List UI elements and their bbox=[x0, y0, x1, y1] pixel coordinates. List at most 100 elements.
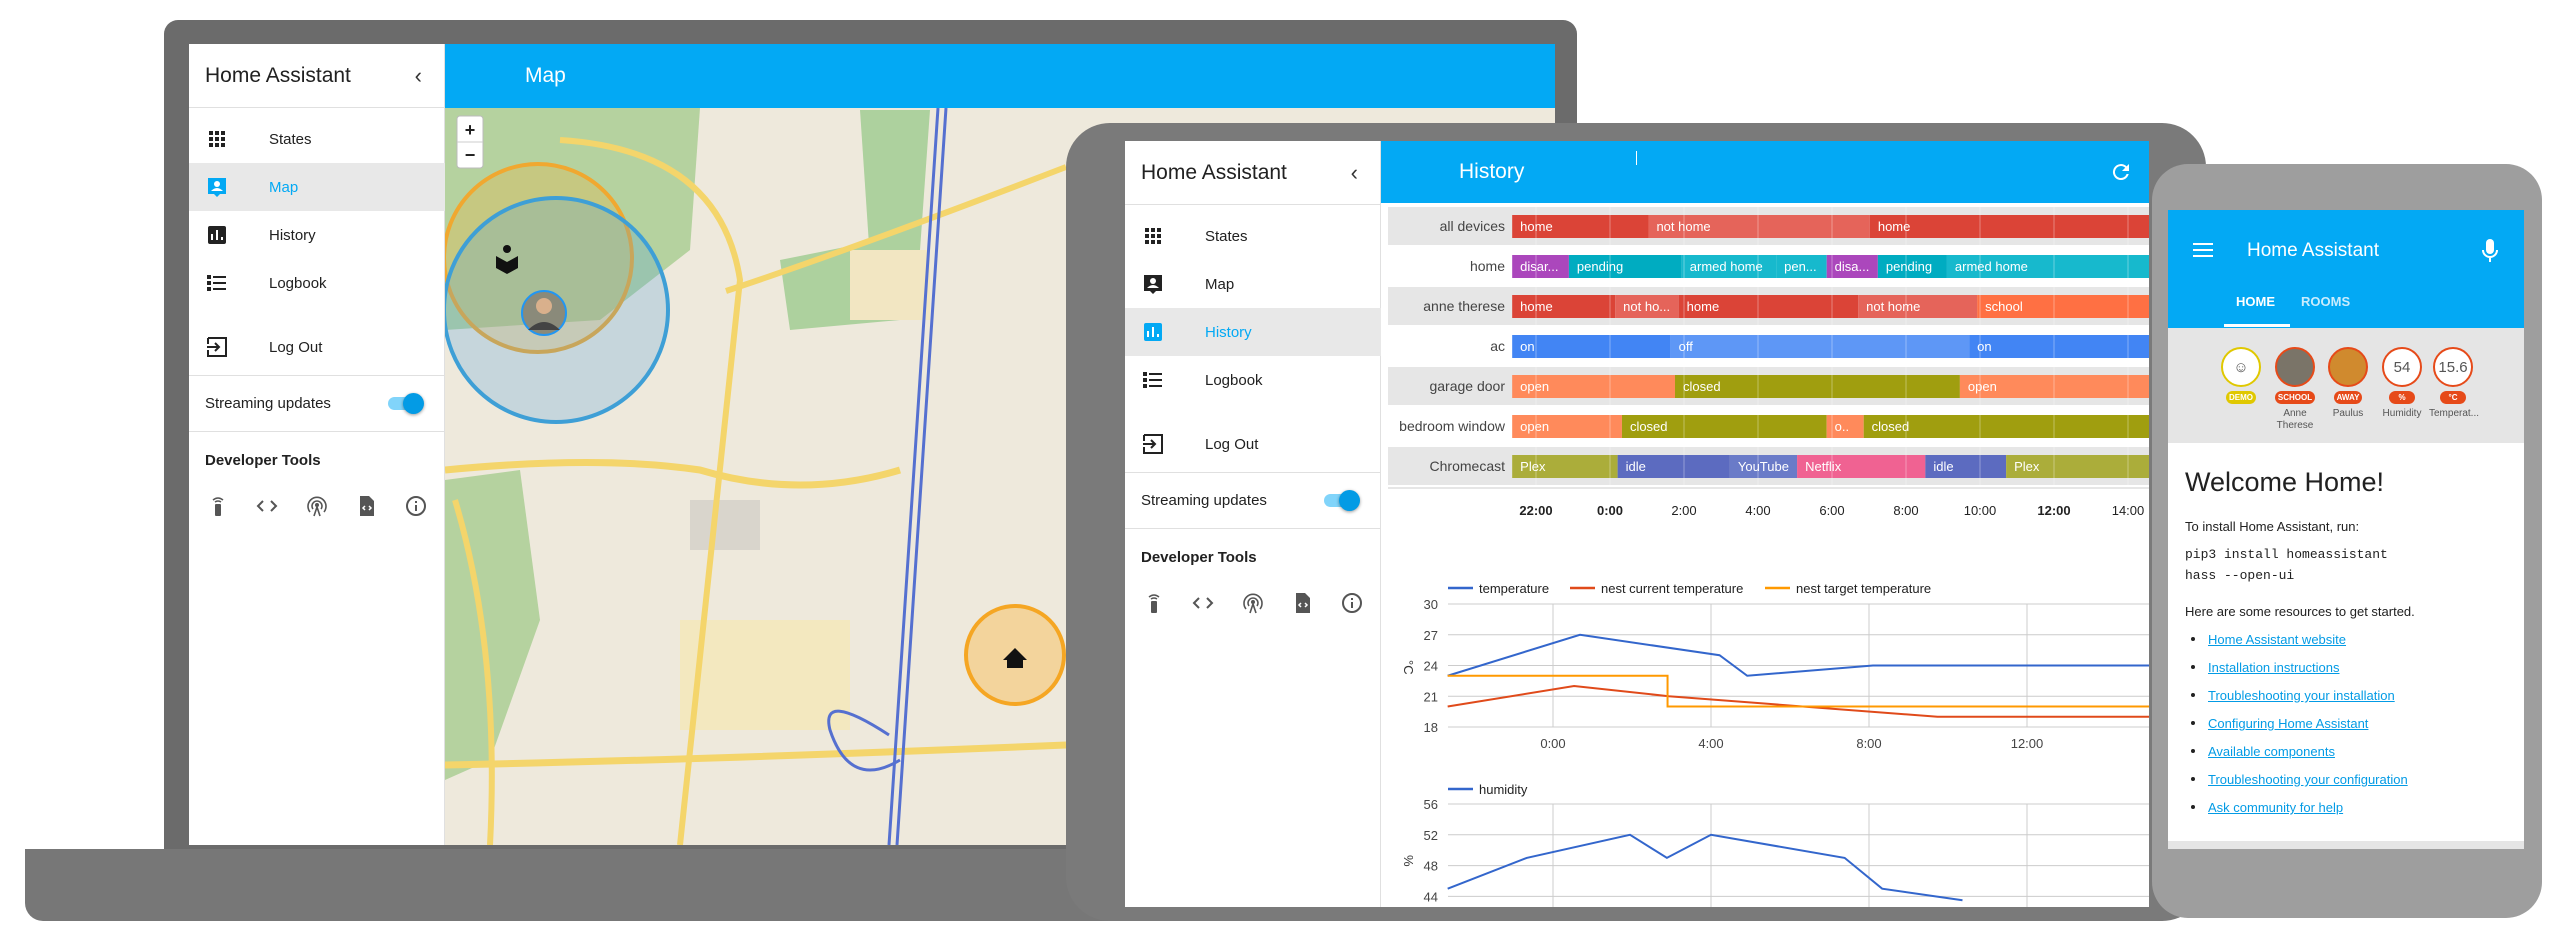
state-segment[interactable] bbox=[1512, 455, 1618, 478]
zoom-in-button[interactable]: + bbox=[465, 120, 476, 140]
remote-icon[interactable] bbox=[206, 494, 230, 518]
state-segment[interactable] bbox=[1512, 335, 1671, 358]
sidebar-item-label: States bbox=[269, 130, 312, 148]
state-segment[interactable] bbox=[1959, 375, 2149, 398]
grid-icon bbox=[205, 127, 229, 151]
state-segment[interactable] bbox=[1512, 215, 1649, 238]
state-badge[interactable]: 54% Humidity bbox=[2378, 347, 2426, 420]
collapse-chevron-icon[interactable]: ‹ bbox=[414, 62, 422, 88]
state-label: pen... bbox=[1784, 259, 1817, 274]
state-segment[interactable] bbox=[1863, 415, 2149, 438]
state-segment[interactable] bbox=[1869, 215, 2149, 238]
state-segment[interactable] bbox=[1617, 455, 1730, 478]
resource-link[interactable]: Troubleshooting your installation bbox=[2208, 688, 2395, 703]
tab-home[interactable]: HOME bbox=[2236, 294, 2275, 309]
active-tab-indicator bbox=[2224, 324, 2290, 327]
sidebar-item-logout[interactable]: Log Out bbox=[1125, 420, 1381, 468]
time-tick-label: 14:00 bbox=[2112, 503, 2145, 518]
collapse-chevron-icon[interactable]: ‹ bbox=[1350, 159, 1358, 185]
list-icon bbox=[1141, 368, 1165, 392]
resource-link[interactable]: Troubleshooting your configuration bbox=[2208, 772, 2408, 787]
state-segment[interactable] bbox=[1946, 255, 2149, 278]
resource-link[interactable]: Home Assistant website bbox=[2208, 632, 2347, 647]
entity-label: home bbox=[1470, 258, 1505, 274]
tab-rooms[interactable]: ROOMS bbox=[2301, 294, 2351, 309]
broadcast-icon[interactable] bbox=[1241, 591, 1265, 615]
entity-label: garage door bbox=[1429, 378, 1505, 394]
sidebar-item-logbook[interactable]: Logbook bbox=[1125, 356, 1381, 404]
state-segment[interactable] bbox=[1615, 295, 1679, 318]
sidebar-item-history[interactable]: History bbox=[189, 211, 445, 259]
state-segment[interactable] bbox=[1826, 255, 1878, 278]
state-segment[interactable] bbox=[1674, 375, 1960, 398]
state-badge[interactable]: ☺ DEMO bbox=[2217, 347, 2265, 408]
resource-link[interactable]: Configuring Home Assistant bbox=[2208, 716, 2369, 731]
info-icon[interactable] bbox=[1340, 591, 1364, 615]
sidebar-item-map[interactable]: Map bbox=[1125, 260, 1381, 308]
state-segment[interactable] bbox=[1678, 295, 1859, 318]
state-segment[interactable] bbox=[1670, 335, 1970, 358]
divider bbox=[189, 375, 445, 376]
state-segment[interactable] bbox=[1568, 255, 1682, 278]
resource-link[interactable]: Ask community for help bbox=[2208, 800, 2344, 815]
sidebar-item-states[interactable]: States bbox=[1125, 212, 1381, 260]
state-segment[interactable] bbox=[1797, 455, 1926, 478]
zoom-control bbox=[456, 115, 484, 169]
state-label: idle bbox=[1626, 459, 1646, 474]
state-segment[interactable] bbox=[1512, 255, 1569, 278]
state-segment[interactable] bbox=[1969, 335, 2149, 358]
state-segment[interactable] bbox=[1776, 255, 1827, 278]
file-code-icon[interactable] bbox=[1291, 591, 1315, 615]
state-segment[interactable] bbox=[1512, 295, 1616, 318]
home-icon[interactable] bbox=[1003, 648, 1027, 668]
state-segment[interactable] bbox=[1858, 295, 1978, 318]
state-segment[interactable] bbox=[2006, 455, 2149, 478]
state-segment[interactable] bbox=[1681, 255, 1777, 278]
state-segment[interactable] bbox=[1826, 415, 1864, 438]
state-segment[interactable] bbox=[1977, 295, 2149, 318]
library-icon[interactable] bbox=[496, 245, 518, 274]
state-segment[interactable] bbox=[1512, 415, 1622, 438]
microphone-icon[interactable] bbox=[2481, 238, 2499, 264]
streaming-toggle[interactable] bbox=[386, 391, 426, 415]
remote-icon[interactable] bbox=[1142, 591, 1166, 615]
state-badge[interactable]: SCHOOL Anne Therese bbox=[2271, 347, 2319, 432]
sidebar-item-logbook[interactable]: Logbook bbox=[189, 259, 445, 307]
logout-icon bbox=[205, 335, 229, 359]
avatar-anne-therese[interactable] bbox=[521, 290, 567, 336]
state-segment[interactable] bbox=[1729, 455, 1798, 478]
info-icon[interactable] bbox=[404, 494, 428, 518]
sidebar-item-logout[interactable]: Log Out bbox=[189, 323, 445, 371]
code-icon[interactable] bbox=[1191, 591, 1215, 615]
broadcast-icon[interactable] bbox=[305, 494, 329, 518]
state-segment[interactable] bbox=[1648, 215, 1870, 238]
y-axis-label: % bbox=[1401, 855, 1416, 867]
sidebar-item-history[interactable]: History bbox=[1125, 308, 1381, 356]
state-segment[interactable] bbox=[1512, 375, 1675, 398]
x-tick-label: 4:00 bbox=[1698, 736, 1723, 751]
state-label: open bbox=[1520, 419, 1549, 434]
state-badge[interactable]: AWAY Paulus bbox=[2324, 347, 2372, 420]
state-badge[interactable]: 15.6 °C Temperat... bbox=[2429, 347, 2479, 420]
sidebar-item-map[interactable]: Map bbox=[189, 163, 445, 211]
app-title: Home Assistant bbox=[2247, 240, 2379, 261]
zoom-out-button[interactable]: − bbox=[465, 145, 476, 165]
menu-icon[interactable] bbox=[2192, 241, 2214, 259]
code-icon[interactable] bbox=[255, 494, 279, 518]
state-segment[interactable] bbox=[1877, 255, 1947, 278]
state-label: closed bbox=[1683, 379, 1721, 394]
file-code-icon[interactable] bbox=[355, 494, 379, 518]
state-label: o.. bbox=[1835, 419, 1849, 434]
streaming-toggle[interactable] bbox=[1322, 488, 1362, 512]
y-tick-label: 44 bbox=[1424, 889, 1438, 904]
state-segment[interactable] bbox=[1925, 455, 2007, 478]
time-tick-label: 4:00 bbox=[1745, 503, 1770, 518]
list-icon bbox=[205, 271, 229, 295]
resource-link[interactable]: Installation instructions bbox=[2208, 660, 2340, 675]
state-label: not home bbox=[1866, 299, 1920, 314]
history-row: garage door open closed open bbox=[1388, 367, 2149, 405]
resource-link[interactable]: Available components bbox=[2208, 744, 2335, 759]
state-segment[interactable] bbox=[1621, 415, 1827, 438]
sidebar-item-label: Map bbox=[269, 178, 299, 196]
sidebar-item-states[interactable]: States bbox=[189, 115, 445, 163]
